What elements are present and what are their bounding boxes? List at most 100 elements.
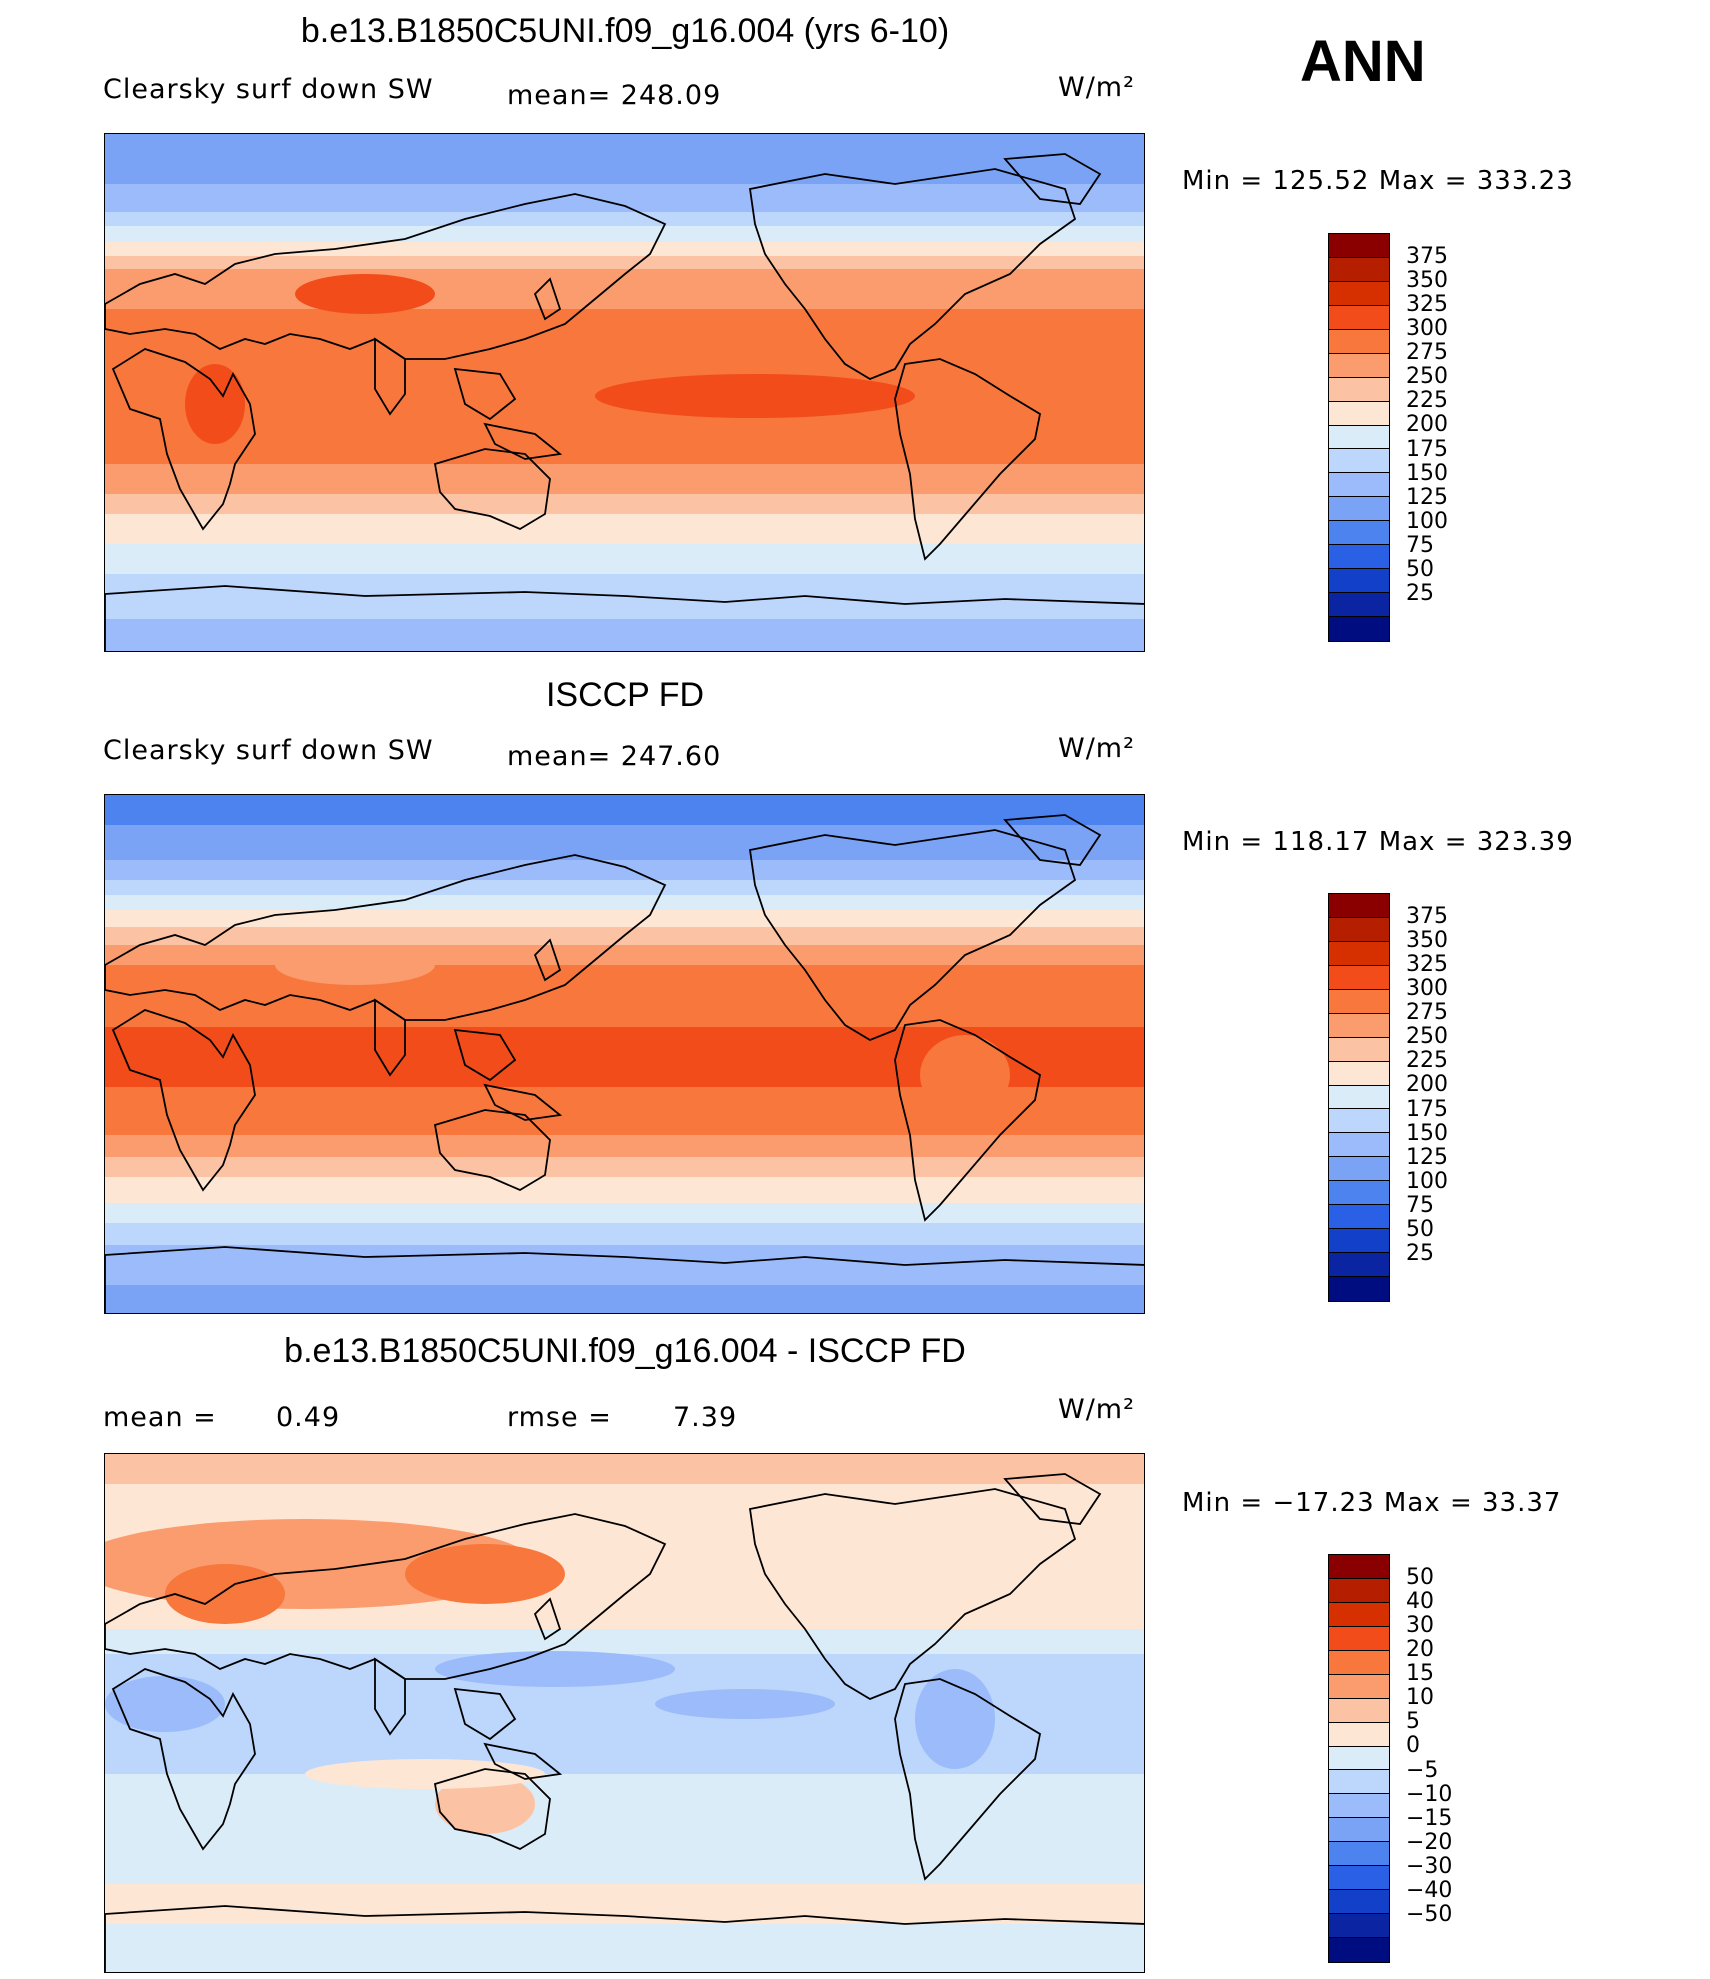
colorbar-label: 175 xyxy=(1406,436,1448,462)
colorbar-label: 25 xyxy=(1406,1240,1434,1266)
colorbar-label: 50 xyxy=(1406,1565,1434,1591)
colorbar-label: 0 xyxy=(1406,1733,1420,1759)
colorbar-label: 40 xyxy=(1406,1589,1434,1615)
colorbar-label: 325 xyxy=(1406,292,1448,318)
colorbar-swatch xyxy=(1329,1794,1389,1819)
colorbar-label: −40 xyxy=(1406,1877,1453,1903)
panel3-colorbar-labels: 50 40 30 20 15 10 5 0 −5 −10 −15 −20 −30 −40 −50 xyxy=(1406,1554,1486,1963)
colorbar-label: 250 xyxy=(1406,1024,1448,1050)
colorbar-swatch xyxy=(1329,401,1389,426)
colorbar-swatch xyxy=(1329,1914,1389,1938)
colorbar-label: 325 xyxy=(1406,952,1448,978)
colorbar-label: 150 xyxy=(1406,1120,1448,1146)
panel3-rmse-value: 7.39 xyxy=(673,1402,738,1433)
colorbar-label: 300 xyxy=(1406,976,1448,1002)
colorbar-swatch xyxy=(1329,965,1389,990)
map-canvas xyxy=(105,1454,1144,1972)
colorbar-swatch xyxy=(1329,521,1389,546)
panel3-map xyxy=(104,1453,1145,1973)
panel3-rmse-label: rmse = xyxy=(507,1402,612,1433)
colorbar-swatch xyxy=(1329,1698,1389,1723)
colorbar-swatch xyxy=(1329,425,1389,450)
panel1-units: W/m² xyxy=(1058,72,1135,103)
panel3-colorbar xyxy=(1328,1554,1390,1963)
colorbar-swatch xyxy=(1329,1650,1389,1675)
panel1-colorbar xyxy=(1328,233,1390,642)
colorbar-swatch xyxy=(1329,989,1389,1014)
colorbar-swatch xyxy=(1329,1722,1389,1747)
colorbar-swatch xyxy=(1329,894,1389,918)
season-label: ANN xyxy=(1300,29,1426,94)
map-canvas xyxy=(105,795,1144,1313)
map-canvas xyxy=(105,134,1144,651)
colorbar-label: 250 xyxy=(1406,364,1448,390)
panel1-mean: mean= 248.09 xyxy=(507,80,722,111)
colorbar-label: 275 xyxy=(1406,1000,1448,1026)
colorbar-label: 200 xyxy=(1406,1072,1448,1098)
panel1-map xyxy=(104,133,1145,652)
colorbar-label: 75 xyxy=(1406,532,1434,558)
colorbar-swatch xyxy=(1329,917,1389,942)
panel3-min-max: Min = −17.23 Max = 33.37 xyxy=(1182,1488,1562,1518)
colorbar-swatch xyxy=(1329,1626,1389,1651)
colorbar-swatch xyxy=(1329,497,1389,522)
panel1-variable-label: Clearsky surf down SW xyxy=(103,74,434,105)
colorbar-swatch xyxy=(1329,1037,1389,1062)
colorbar-swatch xyxy=(1329,1205,1389,1230)
colorbar-label: 350 xyxy=(1406,268,1448,294)
colorbar-swatch xyxy=(1329,1818,1389,1843)
colorbar-label: 25 xyxy=(1406,580,1434,606)
colorbar-swatch xyxy=(1329,1842,1389,1867)
colorbar-swatch xyxy=(1329,377,1389,402)
colorbar-swatch xyxy=(1329,449,1389,474)
panel1-colorbar-labels: 375 350 325 300 275 250 225 200 175 150 125 100 75 50… xyxy=(1406,233,1486,642)
colorbar-swatch xyxy=(1329,1938,1389,1962)
colorbar-label: 225 xyxy=(1406,388,1448,414)
colorbar-swatch xyxy=(1329,353,1389,378)
colorbar-label: 200 xyxy=(1406,412,1448,438)
colorbar-label: −50 xyxy=(1406,1901,1453,1927)
colorbar-label: 50 xyxy=(1406,556,1434,582)
colorbar-swatch xyxy=(1329,617,1389,641)
colorbar-swatch xyxy=(1329,941,1389,966)
panel3-mean-label: mean = xyxy=(103,1402,217,1433)
colorbar-label: 375 xyxy=(1406,904,1448,930)
panel1-title: b.e13.B1850C5UNI.f09_g16.004 (yrs 6-10) xyxy=(300,12,950,50)
panel2-min-max: Min = 118.17 Max = 323.39 xyxy=(1182,827,1574,857)
colorbar-label: −30 xyxy=(1406,1853,1453,1879)
panel1-min-max: Min = 125.52 Max = 333.23 xyxy=(1182,166,1574,196)
colorbar-label: 30 xyxy=(1406,1613,1434,1639)
panel3-units: W/m² xyxy=(1058,1394,1135,1425)
colorbar-swatch xyxy=(1329,1013,1389,1038)
colorbar-label: −15 xyxy=(1406,1805,1453,1831)
colorbar-label: 300 xyxy=(1406,316,1448,342)
colorbar-swatch xyxy=(1329,1109,1389,1134)
colorbar-swatch xyxy=(1329,1746,1389,1771)
colorbar-swatch xyxy=(1329,569,1389,594)
colorbar-swatch xyxy=(1329,234,1389,258)
panel2-colorbar xyxy=(1328,893,1390,1302)
colorbar-swatch xyxy=(1329,305,1389,330)
colorbar-swatch xyxy=(1329,1157,1389,1182)
colorbar-swatch xyxy=(1329,257,1389,282)
panel2-mean: mean= 247.60 xyxy=(507,741,722,772)
colorbar-swatch xyxy=(1329,1181,1389,1206)
colorbar-label: 10 xyxy=(1406,1685,1434,1711)
colorbar-swatch xyxy=(1329,1770,1389,1795)
colorbar-label: 75 xyxy=(1406,1192,1434,1218)
colorbar-swatch xyxy=(1329,1085,1389,1110)
colorbar-label: 125 xyxy=(1406,484,1448,510)
colorbar-swatch xyxy=(1329,473,1389,498)
colorbar-swatch xyxy=(1329,1578,1389,1603)
colorbar-label: 350 xyxy=(1406,928,1448,954)
colorbar-swatch xyxy=(1329,1253,1389,1277)
panel2-title: ISCCP FD xyxy=(545,676,705,714)
colorbar-label: 100 xyxy=(1406,1168,1448,1194)
colorbar-swatch xyxy=(1329,1890,1389,1915)
colorbar-swatch xyxy=(1329,593,1389,617)
colorbar-label: −10 xyxy=(1406,1781,1453,1807)
panel3-mean-value: 0.49 xyxy=(276,1402,341,1433)
colorbar-label: 15 xyxy=(1406,1661,1434,1687)
colorbar-label: 175 xyxy=(1406,1096,1448,1122)
colorbar-label: 100 xyxy=(1406,508,1448,534)
